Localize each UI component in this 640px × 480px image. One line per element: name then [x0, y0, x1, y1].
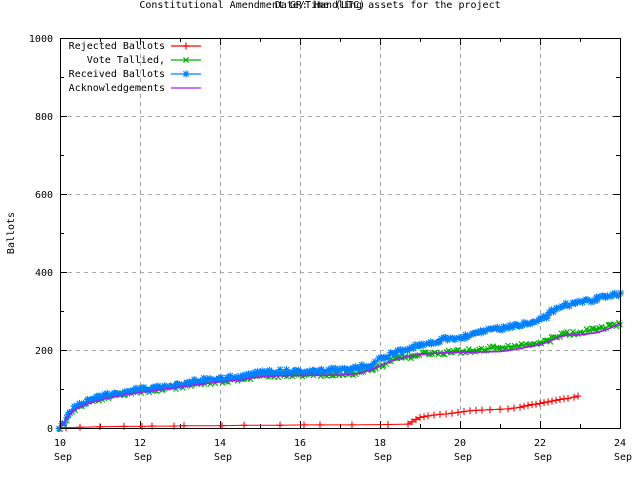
series-markers	[55, 289, 624, 433]
legend-item-rejected-ballots: Rejected Ballots	[62, 39, 203, 53]
series-markers	[57, 319, 623, 433]
legend-sample-marker	[182, 70, 190, 78]
series-vote-tallied	[57, 319, 623, 433]
x-tick-label: 24	[614, 438, 626, 449]
y-tick-label: 200	[35, 346, 53, 357]
x-tick-label: 12	[134, 438, 146, 449]
series-received-ballots	[55, 289, 624, 433]
series-markers	[56, 392, 582, 432]
legend-label: Vote Tallied,	[86, 54, 165, 66]
x-tick-month-label: Sep	[374, 452, 392, 463]
legend-line-sample-icon	[171, 87, 201, 89]
x-tick-label: 22	[534, 438, 546, 449]
plot-border	[60, 38, 621, 429]
legend-item-received-ballots: Received Ballots	[62, 67, 203, 81]
x-tick-label: 20	[454, 438, 466, 449]
legend-item-vote-tallied: Vote Tallied,	[62, 53, 203, 67]
legend: Rejected Ballots Vote Tallied, Received …	[62, 39, 203, 95]
legend-sample-marker	[182, 56, 190, 64]
legend-sample-marker	[182, 42, 190, 50]
legend-label: Rejected Ballots	[68, 40, 165, 52]
series-line	[59, 292, 621, 429]
legend-label: Acknowledgements	[68, 82, 165, 94]
y-tick-label: 600	[35, 190, 53, 201]
x-tick-month-label: Sep	[614, 452, 632, 463]
tick-labels: 0 200 400 600 800 1000 10 Sep 12 Sep 14 Sep 16 Sep 18 S…	[29, 34, 632, 463]
x-axis-label: Date/Time (UTC)	[274, 0, 366, 11]
y-tick-label: 0	[47, 424, 53, 435]
y-axis-label: Ballots	[6, 211, 17, 255]
legend-line-sample-icon	[171, 56, 201, 64]
legend-label: Received Ballots	[68, 68, 165, 80]
y-tick-label: 800	[35, 112, 53, 123]
legend-item-acknowledgements: Acknowledgements	[62, 81, 203, 95]
series-acknowledgements	[59, 322, 621, 429]
series-line	[59, 322, 621, 429]
x-tick-month-label: Sep	[134, 452, 152, 463]
chart-title: Constitutional Amendment GR: Handling as…	[139, 0, 501, 11]
x-tick-month-label: Sep	[54, 452, 72, 463]
x-tick-month-label: Sep	[454, 452, 472, 463]
x-tick-month-label: Sep	[214, 452, 232, 463]
y-tick-label: 1000	[29, 34, 53, 45]
y-tick-label: 400	[35, 268, 53, 279]
x-tick-label: 16	[294, 438, 306, 449]
legend-line-sample-icon	[171, 70, 201, 78]
x-tick-label: 18	[374, 438, 386, 449]
x-tick-label: 10	[54, 438, 66, 449]
x-tick-month-label: Sep	[534, 452, 552, 463]
x-tick-month-label: Sep	[294, 452, 312, 463]
series-rejected-ballots	[56, 392, 582, 432]
grid-lines	[60, 38, 620, 428]
x-tick-label: 14	[214, 438, 226, 449]
legend-line-sample-icon	[171, 42, 201, 50]
